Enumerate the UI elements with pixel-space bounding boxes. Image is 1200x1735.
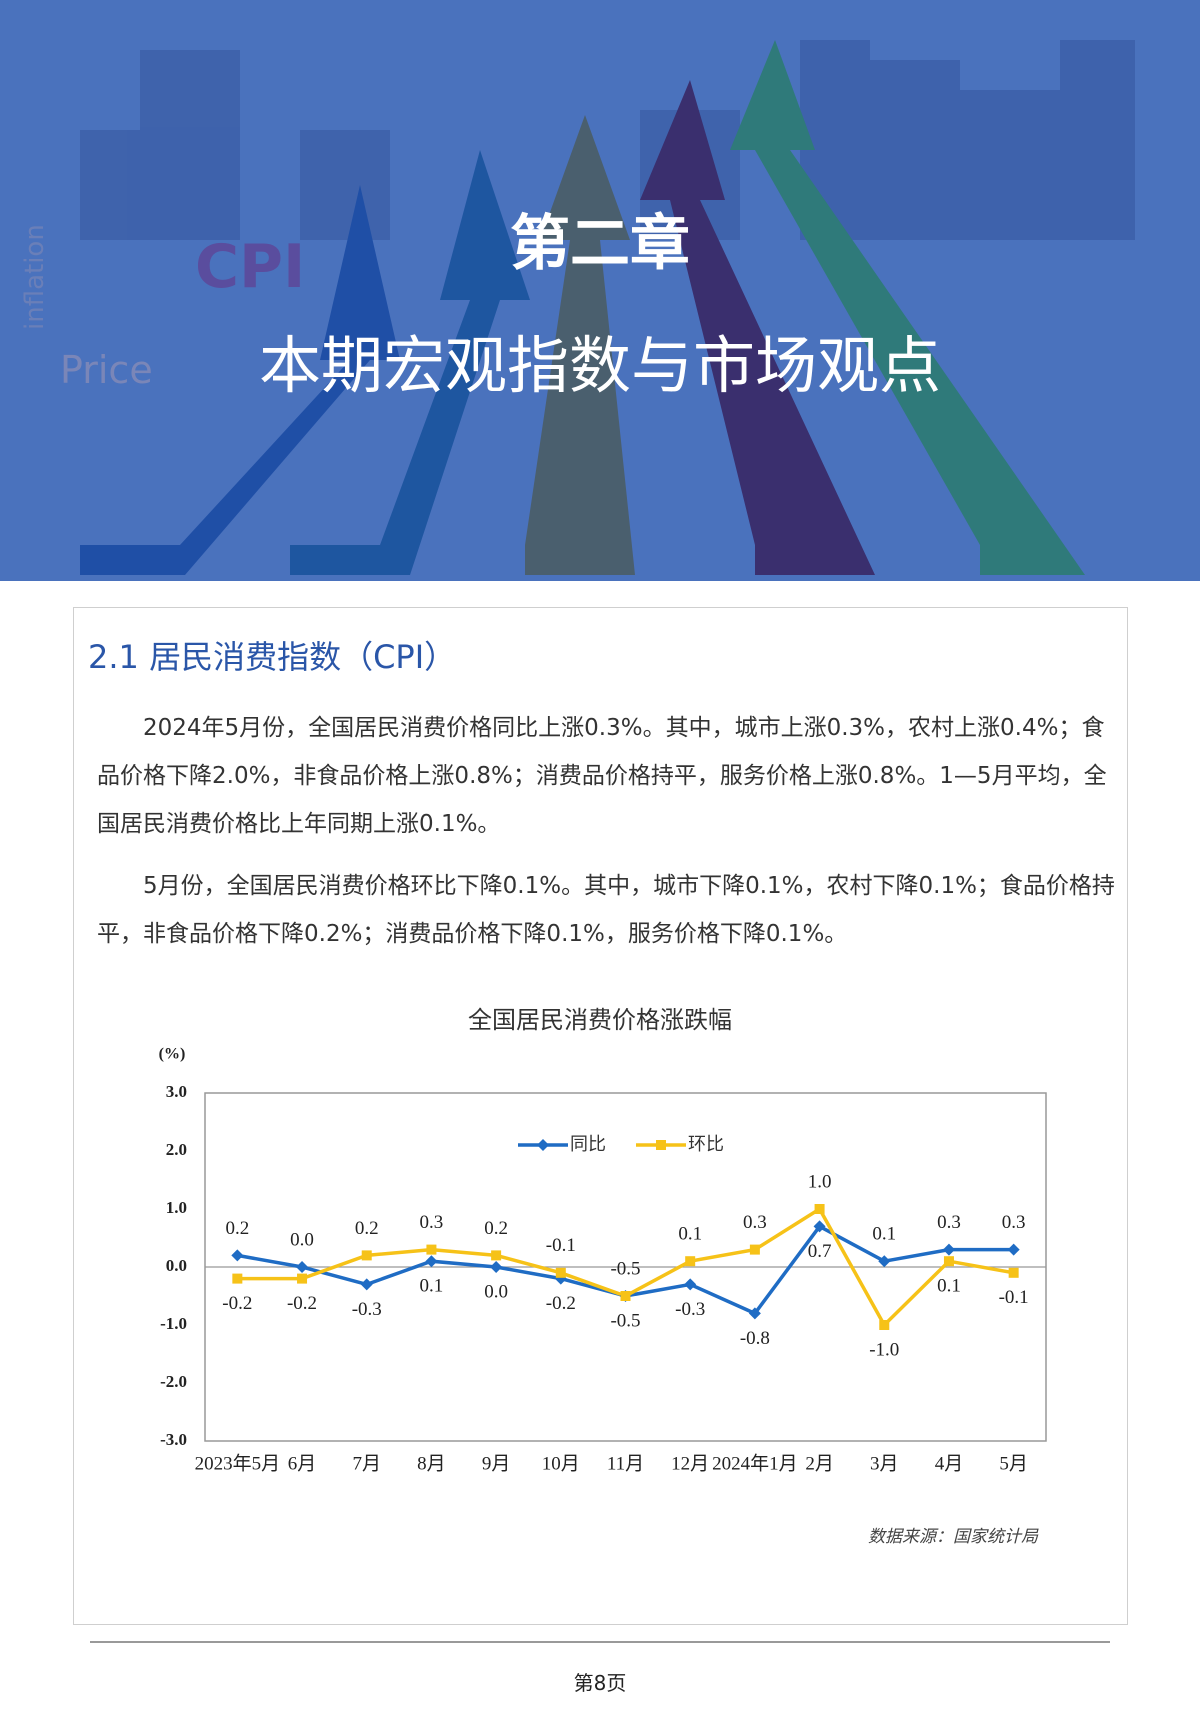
point	[491, 1250, 502, 1261]
x-tick-label: 2023年5月	[195, 1452, 281, 1474]
paragraph: 2024年5月份，全国居民消费价格同比上涨0.3%。其中，城市上涨0.3%，农村…	[97, 715, 1107, 837]
banner-art	[80, 40, 1135, 575]
chapter-title: 本期宏观指数与市场观点	[258, 329, 941, 402]
point	[685, 1256, 696, 1267]
source: 数据来源：国家统计局	[868, 1527, 1038, 1547]
point	[814, 1204, 825, 1214]
point	[749, 1244, 760, 1255]
data-label: 0.3	[420, 1212, 444, 1233]
data-label: 0.3	[1002, 1212, 1026, 1233]
y-tick-label: -3.0	[160, 1430, 187, 1449]
x-tick-label: 9月	[482, 1453, 511, 1474]
banner-word: CPI	[195, 232, 306, 302]
data-label: -0.3	[675, 1299, 705, 1320]
y-tick-label: 0.0	[166, 1256, 187, 1275]
data-label: 0.2	[225, 1218, 249, 1239]
page-number: 第8页	[573, 1671, 627, 1695]
x-tick-label: 12月	[671, 1453, 709, 1474]
point	[813, 1220, 826, 1233]
data-label: -1.0	[869, 1339, 899, 1360]
banner: CPI inflation Price 第二章 本期宏观指数与市场观点	[0, 0, 1200, 581]
point	[1008, 1267, 1019, 1278]
point	[297, 1273, 308, 1284]
point	[878, 1255, 891, 1268]
banner-word: Price	[60, 348, 153, 392]
chapter: 第二章	[510, 209, 690, 279]
y-axis-label: (%)	[159, 1046, 186, 1063]
data-label: -0.1	[999, 1287, 1029, 1308]
point	[231, 1249, 244, 1262]
footer-rule	[90, 1641, 1110, 1643]
x-tick-label: 8月	[417, 1453, 446, 1474]
data-label: 0.2	[484, 1218, 508, 1239]
data-label: 0.1	[872, 1224, 896, 1245]
data-label: 0.1	[678, 1224, 702, 1245]
data-label: -0.5	[610, 1310, 640, 1331]
paragraph: 5月份，全国居民消费价格环比下降0.1%。其中，城市下降0.1%，农村下降0.1…	[97, 873, 1115, 947]
y-tick-label: -2.0	[160, 1372, 187, 1391]
x-tick-label: 5月	[999, 1453, 1028, 1474]
point	[943, 1256, 954, 1267]
data-label: -0.2	[287, 1293, 317, 1314]
legend-marker	[537, 1139, 549, 1151]
data-label: 0.0	[290, 1229, 314, 1250]
x-tick-label: 2月	[805, 1453, 834, 1474]
data-label: -0.2	[546, 1293, 576, 1314]
point	[296, 1261, 309, 1273]
data-label: 0.1	[420, 1276, 444, 1297]
x-tick-label: 2024年1月	[712, 1452, 798, 1474]
y-tick-label: 3.0	[166, 1082, 187, 1101]
legend-label: 环比	[688, 1134, 724, 1155]
data-label: 0.7	[808, 1241, 832, 1262]
point	[555, 1267, 566, 1278]
x-tick-label: 7月	[352, 1453, 381, 1474]
x-tick-label: 6月	[288, 1453, 317, 1474]
data-label: 0.1	[937, 1276, 961, 1297]
point	[684, 1278, 697, 1291]
legend-marker	[656, 1140, 666, 1150]
data-label: 1.0	[808, 1171, 832, 1192]
data-label: -0.2	[222, 1293, 252, 1314]
section-heading: 2.1 居民消费指数（CPI）	[88, 638, 457, 676]
point	[360, 1278, 373, 1291]
data-label: -0.3	[352, 1299, 382, 1320]
data-label: -0.8	[740, 1328, 770, 1349]
point	[748, 1307, 761, 1320]
data-label: -0.5	[610, 1258, 640, 1279]
x-tick-label: 11月	[607, 1453, 644, 1474]
point	[425, 1255, 438, 1268]
x-tick-label: 4月	[935, 1453, 964, 1474]
data-label: 0.0	[484, 1281, 508, 1302]
point	[426, 1244, 437, 1255]
chart-title: 全国居民消费价格涨跌幅	[468, 1006, 732, 1034]
point	[361, 1250, 372, 1261]
point	[942, 1243, 955, 1256]
y-tick-label: 2.0	[166, 1140, 187, 1159]
data-label: -0.1	[546, 1235, 576, 1256]
y-tick-label: 1.0	[166, 1198, 187, 1217]
x-tick-label: 3月	[870, 1453, 899, 1474]
point	[1007, 1243, 1020, 1256]
data-label: 0.2	[355, 1218, 379, 1239]
content-card	[73, 607, 1128, 1625]
data-label: 0.3	[937, 1212, 961, 1233]
point	[620, 1291, 631, 1301]
point	[490, 1261, 503, 1273]
x-tick-label: 10月	[542, 1453, 580, 1474]
y-tick-label: -1.0	[160, 1314, 187, 1333]
data-label: 0.3	[743, 1212, 767, 1233]
legend-label: 同比	[570, 1134, 606, 1155]
point	[232, 1273, 243, 1284]
point	[879, 1320, 890, 1330]
